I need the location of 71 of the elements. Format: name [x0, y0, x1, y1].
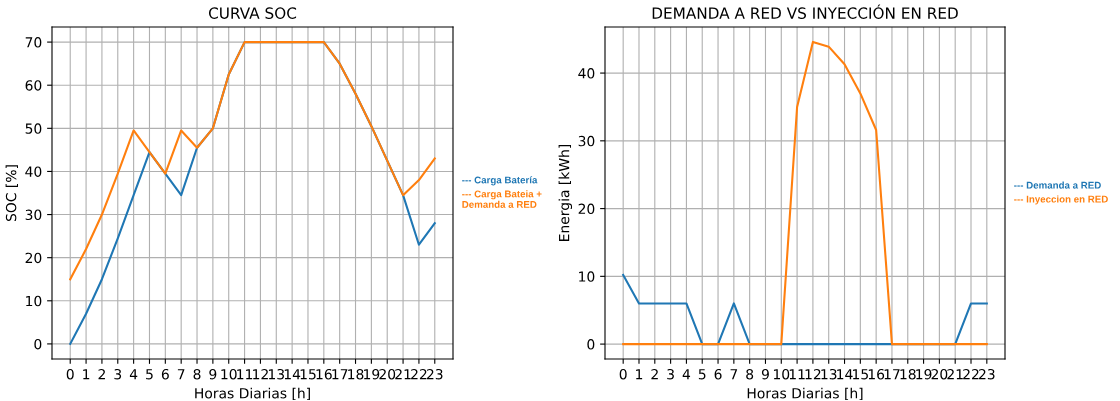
x-tick-label: 16 [316, 368, 332, 380]
x-tick-label: 9 [209, 368, 217, 380]
text: --- Carga Bateia + Demanda a RED [462, 190, 542, 208]
x-tick-label: 9 [761, 368, 769, 380]
text: --- Inyeccion en RED [1014, 195, 1108, 205]
y-tick-label: 50 [25, 123, 42, 134]
x-tick-label: 5 [698, 369, 706, 380]
text: --- Carga Batería [462, 176, 538, 186]
y-tick-label: 20 [578, 203, 595, 215]
x-tick-label: 17 [332, 369, 348, 380]
x-tick-label: 23 [979, 368, 995, 380]
y-tick-label: 0 [587, 339, 595, 350]
x-tick-label: 6 [161, 368, 169, 380]
x-axis-title: Horas Diarias [h] [195, 387, 310, 401]
x-tick-label: 16 [868, 368, 885, 380]
x-tick-label: 11 [237, 369, 253, 380]
x-tick-label: 1 [636, 369, 643, 380]
y-tick-label: 10 [579, 271, 595, 282]
x-tick-label: 8 [193, 368, 201, 380]
x-tick-label: 7 [177, 369, 185, 380]
x-tick-label: 5 [146, 369, 153, 380]
x-tick-label: 14 [284, 369, 301, 380]
x-tick-label: 22 [963, 368, 979, 380]
text: --- Demanda a RED [1014, 181, 1101, 189]
x-tick-label: 21 [947, 368, 963, 380]
x-tick-label: 21 [395, 368, 411, 380]
x-tick-label: 22 [411, 368, 427, 380]
x-tick-label: 15 [853, 369, 868, 380]
x-tick-label: 23 [426, 368, 443, 380]
x-tick-label: 4 [682, 369, 691, 380]
x-tick-label: 11 [789, 369, 805, 380]
y-axis-title: SOC [%] [5, 165, 18, 222]
x-tick-label: 13 [268, 368, 284, 380]
x-tick-label: 2 [651, 368, 658, 380]
chart-title: CURVA SOC [208, 7, 297, 19]
x-tick-label: 17 [884, 369, 900, 380]
x-tick-label: 4 [129, 369, 138, 380]
x-tick-label: 19 [364, 368, 380, 380]
x-axis-title: Horas Diarias [h] [747, 387, 863, 401]
y-tick-label: 70 [25, 37, 42, 48]
x-tick-label: 14 [837, 369, 853, 380]
chart-title: DEMANDA A RED VS INYECCIÓN EN RED [652, 4, 958, 19]
y-tick-label: 40 [25, 166, 42, 177]
x-tick-label: 3 [114, 368, 122, 380]
x-tick-label: 15 [300, 369, 316, 380]
x-tick-label: 20 [379, 368, 396, 380]
y-tick-label: 30 [25, 209, 42, 221]
x-tick-label: 13 [821, 368, 837, 380]
x-tick-label: 10 [773, 368, 790, 380]
y-tick-label: 10 [26, 295, 42, 307]
x-tick-label: 10 [221, 368, 237, 380]
y-tick-label: 30 [578, 135, 595, 147]
x-tick-label: 3 [667, 368, 674, 380]
x-tick-label: 2 [98, 368, 105, 380]
y-tick-label: 60 [25, 80, 42, 91]
x-tick-label: 18 [900, 368, 916, 380]
x-tick-label: 1 [83, 369, 90, 380]
x-tick-label: 6 [714, 368, 722, 380]
x-tick-label: 0 [66, 368, 74, 380]
x-tick-label: 7 [730, 369, 738, 380]
y-axis-title: Energia [kWh] [558, 144, 573, 241]
x-tick-label: 18 [348, 368, 364, 380]
y-tick-label: 20 [25, 252, 42, 264]
x-tick-label: 12 [253, 368, 268, 380]
x-tick-label: 20 [931, 368, 948, 380]
x-tick-label: 19 [916, 368, 932, 380]
x-tick-label: 12 [805, 368, 821, 380]
y-tick-label: 40 [578, 68, 595, 79]
x-tick-label: 0 [619, 368, 627, 380]
y-tick-label: 0 [34, 338, 42, 350]
x-tick-label: 8 [746, 368, 754, 380]
